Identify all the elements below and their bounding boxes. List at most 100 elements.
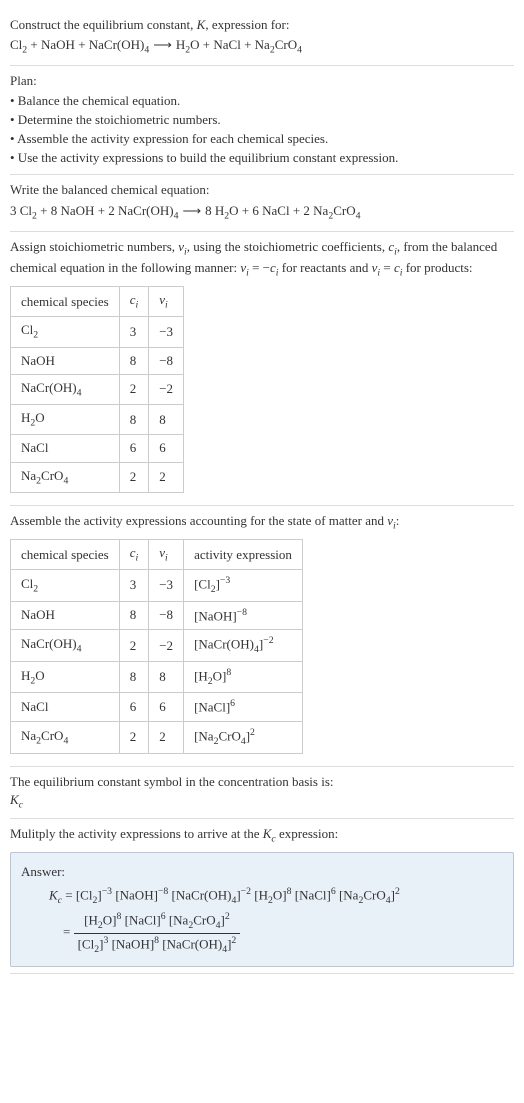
- intro-text-post: , expression for:: [205, 17, 289, 32]
- asm-p1a: Assemble the activity expressions accoun…: [10, 513, 387, 528]
- species-cell: NaOH: [11, 601, 120, 630]
- answer-numerator: [H2O]8 [NaCl]6 [Na2CrO4]2: [74, 910, 241, 934]
- nui-cell: −3: [149, 570, 184, 602]
- bal-c3: 8 H: [205, 203, 224, 218]
- table-row: Na2CrO422: [11, 462, 184, 492]
- ci-cell: 3: [119, 570, 149, 602]
- species-cell: H2O: [11, 661, 120, 693]
- nui-cell: −3: [149, 317, 184, 347]
- nui-cell: 2: [149, 462, 184, 492]
- balanced-section: Write the balanced chemical equation: 3 …: [10, 175, 514, 231]
- table-row: NaCr(OH)42−2: [11, 374, 184, 404]
- t1-h2: ci: [119, 287, 149, 317]
- intro-section: Construct the equilibrium constant, K, e…: [10, 8, 514, 66]
- plan-item-0: • Balance the chemical equation.: [10, 92, 514, 110]
- species-cell: Na2CrO4: [11, 721, 120, 753]
- asm-p1b: :: [396, 513, 400, 528]
- plan-item-1: • Determine the stoichiometric numbers.: [10, 111, 514, 129]
- ci-cell: 3: [119, 317, 149, 347]
- table-row: NaCl66: [11, 435, 184, 462]
- bal-c5s: 4: [356, 210, 361, 221]
- assemble-section: Assemble the activity expressions accoun…: [10, 506, 514, 767]
- as-p1b: , using the stoichiometric coefficients,: [187, 239, 389, 254]
- nui-cell: −2: [149, 630, 184, 662]
- table-row: H2O88: [11, 405, 184, 435]
- assign-text: Assign stoichiometric numbers, νi, using…: [10, 238, 514, 280]
- rx-lhs1: Cl: [10, 37, 22, 52]
- plan-item-3: • Use the activity expressions to build …: [10, 149, 514, 167]
- ci-cell: 8: [119, 347, 149, 374]
- rx-rhs1: H: [176, 37, 185, 52]
- table-row: Na2CrO422[Na2CrO4]2: [11, 721, 303, 753]
- species-cell: NaCr(OH)4: [11, 374, 120, 404]
- t1-h3: νi: [149, 287, 184, 317]
- table-row: NaOH8−8: [11, 347, 184, 374]
- mult-text: Mulitply the activity expressions to arr…: [10, 825, 514, 846]
- intro-reaction: Cl2 + NaOH + NaCr(OH)4 ⟶ H2O + NaCl + Na…: [10, 36, 514, 57]
- bal-arrow: ⟶: [183, 202, 202, 220]
- intro-text-pre: Construct the equilibrium constant,: [10, 17, 197, 32]
- species-cell: NaCl: [11, 435, 120, 462]
- table-row: NaOH8−8[NaOH]−8: [11, 601, 303, 630]
- species-cell: Cl2: [11, 317, 120, 347]
- t2-h4: activity expression: [184, 540, 303, 570]
- activity-cell: [NaCr(OH)4]−2: [184, 630, 303, 662]
- plan-title: Plan:: [10, 72, 514, 90]
- assign-section: Assign stoichiometric numbers, νi , using…: [10, 232, 514, 506]
- activity-cell: [Na2CrO4]2: [184, 721, 303, 753]
- species-cell: NaCr(OH)4: [11, 630, 120, 662]
- species-cell: NaOH: [11, 347, 120, 374]
- ci-cell: 8: [119, 601, 149, 630]
- species-cell: Cl2: [11, 570, 120, 602]
- ci-cell: 2: [119, 721, 149, 753]
- table-row: NaCr(OH)42−2[NaCr(OH)4]−2: [11, 630, 303, 662]
- nui-cell: 8: [149, 661, 184, 693]
- activity-cell: [NaOH]−8: [184, 601, 303, 630]
- mult-p1a: Mulitply the activity expressions to arr…: [10, 826, 263, 841]
- answer-expr-line2: = [H2O]8 [NaCl]6 [Na2CrO4]2 [Cl2]3 [NaOH…: [63, 910, 503, 956]
- as-p1a: Assign stoichiometric numbers,: [10, 239, 178, 254]
- ci-cell: 2: [119, 630, 149, 662]
- table-header-row: chemical species ci νi activity expressi…: [11, 540, 303, 570]
- multiply-section: Mulitply the activity expressions to arr…: [10, 819, 514, 974]
- ci-cell: 2: [119, 374, 149, 404]
- rx-rhs3: CrO: [275, 37, 297, 52]
- rx-lhs2: + NaOH + NaCr(OH): [27, 37, 144, 52]
- intro-line1: Construct the equilibrium constant, K, e…: [10, 16, 514, 34]
- species-cell: H2O: [11, 405, 120, 435]
- activity-cell: [NaCl]6: [184, 693, 303, 722]
- table-header-row: chemical species ci νi: [11, 287, 184, 317]
- t2-h1: chemical species: [11, 540, 120, 570]
- activity-cell: [Cl2]−3: [184, 570, 303, 602]
- as-r2b: =: [380, 260, 394, 275]
- activity-table: chemical species ci νi activity expressi…: [10, 539, 303, 754]
- answer-fraction: [H2O]8 [NaCl]6 [Na2CrO4]2 [Cl2]3 [NaOH]8…: [74, 910, 241, 956]
- as-p1e: for products:: [402, 260, 472, 275]
- mult-p1b: expression:: [276, 826, 338, 841]
- bal-c1: 3 Cl: [10, 203, 32, 218]
- nui-cell: 2: [149, 721, 184, 753]
- kc-symbol: Kc: [10, 791, 514, 812]
- bal-c2s: 4: [174, 210, 179, 221]
- ci-cell: 8: [119, 661, 149, 693]
- species-cell: NaCl: [11, 693, 120, 722]
- rx-arrow: ⟶: [153, 36, 172, 54]
- plan-item-2: • Assemble the activity expression for e…: [10, 130, 514, 148]
- nui-cell: 6: [149, 435, 184, 462]
- balanced-title: Write the balanced chemical equation:: [10, 181, 514, 199]
- table-row: Cl23−3: [11, 317, 184, 347]
- nui-cell: 8: [149, 405, 184, 435]
- table-row: NaCl66[NaCl]6: [11, 693, 303, 722]
- answer-box: Answer: Kc = [Cl2]−3 [NaOH]−8 [NaCr(OH)4…: [10, 852, 514, 967]
- table-row: Cl23−3[Cl2]−3: [11, 570, 303, 602]
- rx-lhs2-sub: 4: [144, 45, 149, 56]
- bal-c2: + 8 NaOH + 2 NaCr(OH): [37, 203, 174, 218]
- ci-cell: 6: [119, 435, 149, 462]
- answer-label: Answer:: [21, 863, 503, 881]
- as-p1d: for reactants and: [279, 260, 372, 275]
- rx-rhs3-sub: 4: [297, 45, 302, 56]
- nui-cell: −8: [149, 347, 184, 374]
- kc-symbol-section: The equilibrium constant symbol in the c…: [10, 767, 514, 819]
- as-r1b: = −: [249, 260, 270, 275]
- table-row: H2O88[H2O]8: [11, 661, 303, 693]
